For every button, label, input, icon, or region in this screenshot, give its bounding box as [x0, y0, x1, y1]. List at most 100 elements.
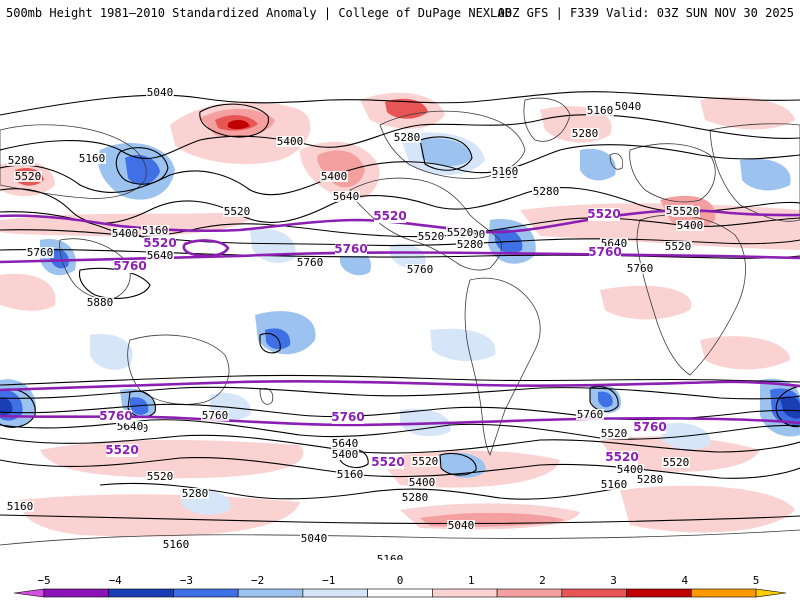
- contour-label-bg: [223, 206, 251, 217]
- contour-low-sw-pacific: [259, 332, 281, 354]
- colorbar-tick-label: −1: [322, 574, 335, 587]
- coastlines: [0, 97, 800, 546]
- colorbar-swatches: [13, 588, 787, 598]
- contour-label-bg: [491, 166, 519, 177]
- contour-label-bg: [586, 105, 614, 116]
- anomaly-negative-area: [125, 154, 160, 185]
- contour-label: 5280: [572, 127, 599, 140]
- highlight-contour-label: 5760: [588, 245, 621, 259]
- colorbar-swatch: [432, 588, 498, 598]
- contour-5640-south: [0, 386, 800, 400]
- contour-label: 5160: [7, 500, 34, 513]
- contour-label-bg: [320, 171, 348, 182]
- coastline-canada: [379, 110, 526, 179]
- contour-label: 5160: [601, 478, 628, 491]
- contour-label: 5280: [394, 131, 421, 144]
- contour-5160-north: [0, 114, 800, 160]
- contour-label-bg: [664, 241, 692, 252]
- contour-label-bg: [616, 464, 644, 475]
- contour-label-bg: [571, 128, 599, 139]
- colorbar-tick-label: 5: [753, 574, 760, 587]
- highlight-label-bg: [374, 210, 406, 223]
- contour-label: 5520: [601, 427, 628, 440]
- colorbar-swatch: [237, 588, 304, 598]
- colorbar-tick-label: −5: [37, 574, 50, 587]
- contour-label-bg: [600, 428, 628, 439]
- highlight-label-bg: [335, 243, 367, 256]
- contour-label-bg: [116, 421, 144, 432]
- anomaly-positive-area: [600, 285, 692, 320]
- coastline-greenland: [523, 97, 571, 142]
- contour-label: 5760: [297, 256, 324, 269]
- contour-label: 5400: [677, 219, 704, 232]
- highlight-contour-label: 5760: [113, 259, 146, 273]
- contour-label-bg: [576, 409, 604, 420]
- anomaly-negative-area: [780, 396, 800, 419]
- contour-label: 5640: [333, 190, 360, 203]
- contour-5760-south: [0, 374, 800, 386]
- coastline-south-america: [464, 277, 541, 457]
- anomaly-positive-area: [385, 98, 428, 119]
- colorbar-tick-label: 4: [681, 574, 688, 587]
- contour-label-bg: [417, 231, 445, 242]
- height-contours: [0, 91, 800, 525]
- map-title: 500mb Height 1981–2010 Standardized Anom…: [6, 6, 512, 20]
- contour-label: 5040: [448, 519, 475, 532]
- contour-label-bg: [296, 257, 324, 268]
- highlight-label-bg: [372, 456, 404, 469]
- contour-label: 5280: [402, 491, 429, 504]
- contour-label-bg: [86, 297, 114, 308]
- anomaly-negative-area: [420, 138, 472, 167]
- contour-label-bg: [146, 250, 174, 261]
- highlight-contour-label: 5760: [334, 242, 367, 256]
- colorbar-swatch: [561, 588, 627, 598]
- highlight-label-bg: [588, 208, 620, 221]
- highlight-label-bg: [100, 410, 132, 423]
- contour-label: 5400: [409, 476, 436, 489]
- contour-label: 5760: [27, 246, 54, 259]
- colorbar-swatch: [626, 588, 692, 598]
- highlight-contour-label: 5520: [587, 207, 620, 221]
- colorbar-swatch: [108, 588, 174, 598]
- colorbar-max-arrow: [755, 588, 787, 598]
- anomaly-negative-area: [0, 397, 13, 416]
- anomaly-negative-area: [580, 148, 616, 181]
- anomaly-negative-area: [740, 158, 791, 191]
- contour-low-south-east: [775, 385, 800, 428]
- contour-label: 5520: [418, 230, 445, 243]
- contour-label: 5160: [492, 165, 519, 178]
- contour-label: 5640: [117, 420, 144, 433]
- anomaly-positive-area: [228, 119, 250, 130]
- highlight-5760-ring: [182, 239, 230, 258]
- anomaly-negative-area: [598, 391, 613, 408]
- contour-label: 5880: [87, 296, 114, 309]
- contour-label: 5520: [663, 456, 690, 469]
- contour-label: 5760: [202, 409, 229, 422]
- highlight-label-bg: [332, 411, 364, 424]
- highlight-contour-label: 5760: [99, 409, 132, 423]
- anomaly-positive-area: [0, 273, 56, 311]
- contour-low-asia: [115, 147, 169, 185]
- valid-time: 00Z GFS | F339 Valid: 03Z SUN NOV 30 202…: [497, 6, 794, 20]
- contour-label-bg: [7, 155, 35, 166]
- contour-label-bg: [14, 171, 42, 182]
- colorbar-min-arrow: [13, 588, 45, 598]
- contour-label-bg: [276, 136, 304, 147]
- contour-label-bg: [300, 533, 328, 544]
- contour-low-south-indian: [439, 452, 477, 476]
- colorbar-tick-label: 0: [397, 574, 404, 587]
- colorbar-swatch: [43, 588, 110, 598]
- colorbar-tick-labels: −5 −4 −3 −2 −1 0 1 2 3 4 5: [37, 574, 759, 587]
- coastline-australia: [127, 334, 230, 405]
- contour-5160-far-south: [0, 514, 800, 525]
- contour-label: 5520: [447, 226, 474, 239]
- contour-label: 5160: [377, 553, 404, 560]
- colorbar-swatch: [302, 588, 368, 598]
- colorbar-tick-label: −3: [180, 574, 193, 587]
- colorbar-swatch: [173, 588, 239, 598]
- contour-label-bg: [672, 206, 700, 217]
- highlight-label-bg: [114, 260, 146, 273]
- contour-label: 5280: [457, 238, 484, 251]
